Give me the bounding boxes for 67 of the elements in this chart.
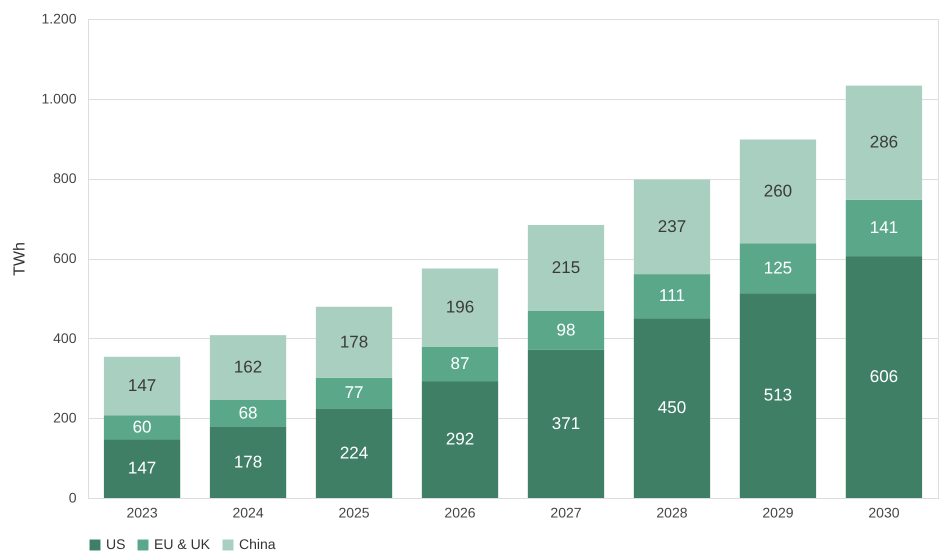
data-label: 87 xyxy=(450,354,470,374)
y-tick-label: 0 xyxy=(68,490,77,506)
bar xyxy=(528,224,604,311)
data-label: 371 xyxy=(552,414,580,433)
data-label: 60 xyxy=(132,417,152,436)
y-tick-label: 1.000 xyxy=(41,90,77,106)
data-label: 260 xyxy=(764,181,792,200)
bar xyxy=(634,274,710,318)
bar xyxy=(422,346,498,382)
x-tick-label: 2028 xyxy=(656,504,688,520)
bar xyxy=(740,243,816,294)
legend-label: US xyxy=(106,536,126,552)
bar xyxy=(210,400,286,427)
data-label: 111 xyxy=(659,286,685,306)
data-label: 68 xyxy=(238,403,258,422)
x-tick-label: 2024 xyxy=(232,504,264,520)
bar xyxy=(422,381,498,498)
y-axis-title: TWh xyxy=(11,242,28,276)
bar xyxy=(104,356,180,416)
data-label: 513 xyxy=(764,386,792,405)
data-label: 77 xyxy=(344,383,364,402)
x-tick-label: 2026 xyxy=(444,504,476,520)
bar xyxy=(846,86,922,200)
bar xyxy=(740,140,816,244)
data-label: 224 xyxy=(340,443,368,462)
x-tick-label: 2025 xyxy=(338,504,370,520)
y-tick-label: 400 xyxy=(53,330,77,346)
legend-label: EU & UK xyxy=(154,536,211,552)
bar xyxy=(422,268,498,347)
data-label: 141 xyxy=(870,218,898,237)
bar xyxy=(528,310,604,350)
bar xyxy=(740,293,816,498)
data-label: 196 xyxy=(446,298,474,317)
x-tick-label: 2023 xyxy=(126,504,158,520)
bar xyxy=(210,426,286,498)
bar xyxy=(316,306,392,378)
bar xyxy=(104,415,180,440)
y-tick-label: 800 xyxy=(53,170,77,186)
data-label: 162 xyxy=(234,357,262,376)
bar xyxy=(104,439,180,498)
data-label: 286 xyxy=(870,132,898,152)
bar xyxy=(316,378,392,409)
data-label: 147 xyxy=(128,458,156,478)
bar xyxy=(846,256,922,498)
data-label: 125 xyxy=(764,258,792,278)
bar xyxy=(634,179,710,274)
data-label: 215 xyxy=(552,258,580,277)
data-label: 147 xyxy=(128,376,156,396)
y-tick-label: 1.200 xyxy=(41,10,77,26)
bar xyxy=(846,200,922,256)
x-tick-label: 2027 xyxy=(550,504,582,520)
data-label: 292 xyxy=(446,430,474,449)
data-label: 178 xyxy=(234,452,262,472)
x-tick-label: 2030 xyxy=(868,504,900,520)
x-tick-label: 2029 xyxy=(762,504,794,520)
data-label: 178 xyxy=(340,332,368,352)
bar xyxy=(634,318,710,498)
y-tick-label: 200 xyxy=(53,410,77,426)
legend-label: China xyxy=(239,536,276,552)
data-label: 98 xyxy=(556,320,576,340)
bar xyxy=(316,408,392,498)
data-label: 237 xyxy=(658,216,686,236)
data-label: 450 xyxy=(658,398,686,418)
bar xyxy=(210,335,286,400)
data-label: 606 xyxy=(870,367,898,386)
y-tick-label: 600 xyxy=(53,250,77,266)
bar xyxy=(528,350,604,498)
